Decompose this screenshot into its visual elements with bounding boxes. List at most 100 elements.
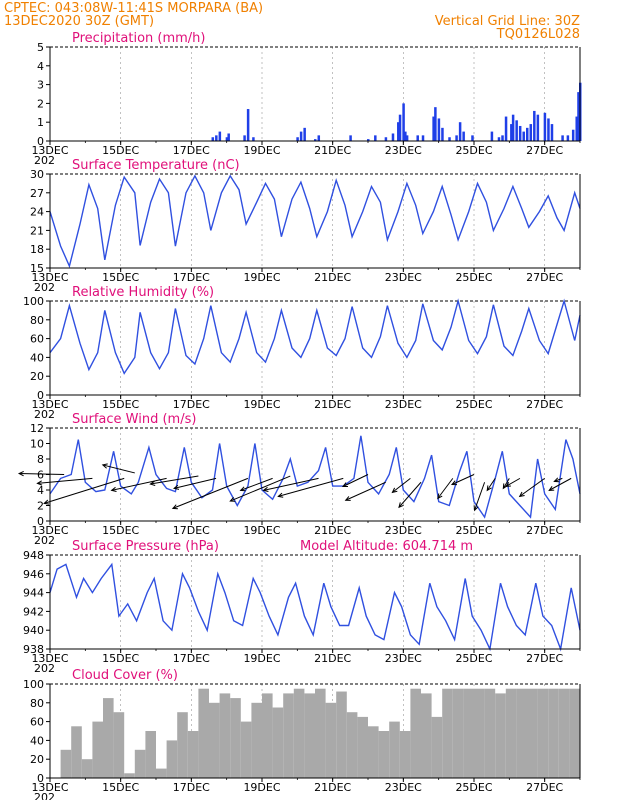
precip-bar bbox=[501, 135, 504, 141]
grid-note: Vertical Grid Line: 30Z bbox=[435, 14, 580, 29]
cloud-bar bbox=[537, 688, 549, 778]
x-tick-label: 17DEC bbox=[173, 271, 210, 284]
y-tick-label: 27 bbox=[30, 187, 44, 200]
cloud-bar bbox=[569, 688, 580, 778]
wind-arrow-head bbox=[341, 482, 348, 487]
wind-arrow bbox=[345, 481, 386, 501]
cloud-bar bbox=[240, 721, 252, 778]
y-tick-label: 0 bbox=[37, 135, 44, 148]
precip-bar bbox=[566, 135, 570, 141]
wind-arrow bbox=[554, 477, 563, 482]
precip-bar bbox=[577, 92, 580, 141]
precip-bar bbox=[458, 122, 462, 141]
x-tick-label: 21DEC bbox=[314, 144, 351, 157]
series-line bbox=[49, 298, 581, 375]
cloud-bar bbox=[410, 688, 421, 778]
cloud-bar bbox=[283, 693, 294, 778]
y-tick-label: 20 bbox=[30, 753, 44, 766]
precip-bar bbox=[529, 124, 533, 141]
precip-bar bbox=[391, 133, 395, 141]
precip-bar bbox=[471, 135, 474, 141]
precip-bar bbox=[497, 137, 501, 141]
x-tick-label: 25DEC bbox=[455, 524, 492, 537]
precip-bar bbox=[367, 139, 370, 141]
panel-title: Precipitation (mm/h) bbox=[72, 31, 205, 46]
precip-bar bbox=[515, 120, 518, 141]
x-tick-label: 27DEC bbox=[526, 652, 563, 665]
cloud-bar bbox=[198, 688, 209, 778]
wind-arrow-head bbox=[486, 485, 492, 492]
wind-arrow-head bbox=[36, 480, 43, 486]
wind-arrow-head bbox=[262, 486, 269, 492]
x-tick-label: 15DEC bbox=[102, 781, 139, 794]
panel-precipitation: 0 1 2 3 4 5 13DEC 15DEC 17DEC 19DEC 21DEC 23DEC 25DE… bbox=[31, 31, 582, 167]
x-tick-label: 27DEC bbox=[526, 271, 563, 284]
wind-arrow bbox=[172, 477, 249, 509]
wind-arrow bbox=[230, 475, 291, 502]
panel-title: Surface Wind (m/s) bbox=[72, 412, 196, 427]
panel-cloud-cover: 0 20 40 60 80 100 13DEC 15DEC 17DEC 19DEC 21DEC 23D… bbox=[23, 668, 581, 800]
series-line bbox=[49, 562, 581, 652]
precip-bar bbox=[518, 125, 522, 141]
panel-temperature: 15 18 21 24 27 30 13DEC 15DEC 17DEC 19DEC 21DEC 23D… bbox=[30, 158, 581, 294]
wind-arrow bbox=[19, 473, 65, 475]
x-tick-label: 13DEC bbox=[31, 524, 68, 537]
run-time-header: 13DEC2020 30Z (GMT) bbox=[4, 14, 154, 29]
wind-arrow bbox=[44, 477, 125, 504]
panel-humidity: 0 20 40 60 80 100 13DEC 15DEC 17DEC 19DEC 21DEC 23D… bbox=[23, 285, 581, 421]
wind-arrow-head bbox=[172, 484, 180, 490]
precip-bar bbox=[252, 137, 255, 141]
wind-arrow-head bbox=[277, 492, 284, 498]
precip-bar bbox=[227, 133, 230, 141]
x-tick-label: 25DEC bbox=[455, 144, 492, 157]
x-tick-label: 23DEC bbox=[385, 144, 422, 157]
cloud-bar bbox=[209, 702, 220, 778]
cloud-bar bbox=[177, 712, 188, 778]
x-tick-label: 23DEC bbox=[385, 271, 422, 284]
year-cut-label: 202 bbox=[34, 154, 55, 167]
precip-bar bbox=[543, 112, 547, 141]
x-tick-label: 15DEC bbox=[102, 271, 139, 284]
y-tick-label: 40 bbox=[30, 734, 44, 747]
x-tick-label: 23DEC bbox=[385, 524, 422, 537]
x-tick-label: 15DEC bbox=[102, 144, 139, 157]
y-tick-label: 24 bbox=[30, 206, 44, 219]
wind-arrow-head bbox=[149, 480, 156, 486]
x-tick-label: 21DEC bbox=[314, 652, 351, 665]
wind-arrow-head bbox=[17, 470, 24, 477]
panel-title: Surface Pressure (hPa) bbox=[72, 539, 219, 554]
precip-bar bbox=[246, 109, 250, 141]
precip-bar bbox=[490, 131, 494, 141]
x-tick-label: 23DEC bbox=[385, 781, 422, 794]
precip-bar bbox=[561, 135, 564, 141]
cloud-bar bbox=[230, 698, 241, 778]
wind-arrow-head bbox=[171, 504, 178, 510]
precip-bar bbox=[416, 135, 419, 141]
panel-pressure: 938 940 942 944 946 948 13DEC 15DEC 17DEC 19DEC 21… bbox=[23, 539, 581, 675]
series-line bbox=[49, 435, 581, 519]
precip-bar bbox=[397, 122, 400, 141]
x-tick-label: 17DEC bbox=[173, 144, 210, 157]
year-cut-label: 202 bbox=[34, 791, 55, 800]
wind-arrow bbox=[173, 477, 217, 489]
wind-arrow bbox=[437, 478, 454, 499]
x-tick-label: 27DEC bbox=[526, 781, 563, 794]
cloud-bar bbox=[474, 688, 485, 778]
y-tick-label: 18 bbox=[30, 243, 44, 256]
x-tick-label: 25DEC bbox=[455, 271, 492, 284]
precip-bar bbox=[462, 131, 465, 141]
cloud-bar bbox=[346, 712, 358, 778]
precip-bar bbox=[299, 131, 303, 141]
y-tick-label: 3 bbox=[37, 79, 44, 92]
x-tick-label: 15DEC bbox=[102, 652, 139, 665]
y-tick-label: 80 bbox=[30, 314, 44, 327]
precip-bar bbox=[349, 135, 352, 141]
precip-bar bbox=[215, 135, 218, 141]
x-tick-label: 19DEC bbox=[243, 271, 280, 284]
precip-bar bbox=[448, 137, 451, 141]
wind-arrow bbox=[505, 477, 521, 487]
precip-bar bbox=[441, 127, 444, 141]
y-tick-label: 942 bbox=[23, 605, 44, 618]
y-tick-label: 30 bbox=[30, 168, 44, 181]
wind-arrow-head bbox=[473, 505, 479, 512]
